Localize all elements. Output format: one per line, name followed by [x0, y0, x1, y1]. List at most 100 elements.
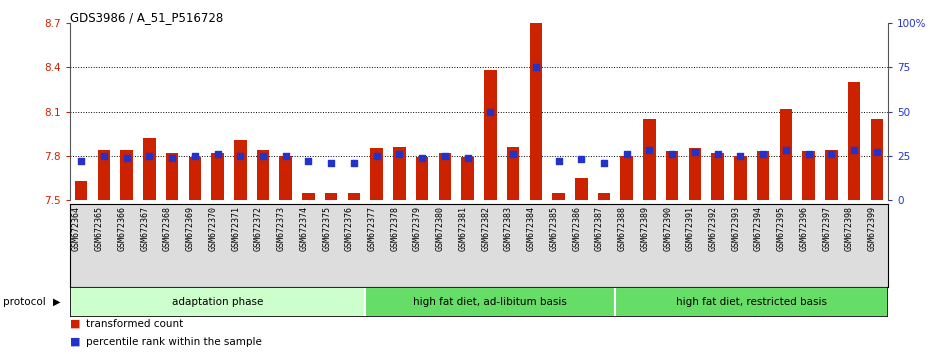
Text: GSM672370: GSM672370 — [208, 206, 218, 251]
Point — [210, 151, 225, 157]
Bar — [529, 23, 542, 200]
Point — [733, 153, 748, 159]
Point — [232, 153, 247, 159]
Bar — [279, 156, 292, 200]
Text: GSM672369: GSM672369 — [186, 206, 194, 251]
Text: GSM672374: GSM672374 — [299, 206, 309, 251]
Text: GSM672394: GSM672394 — [754, 206, 764, 251]
Bar — [734, 156, 747, 200]
Point — [824, 151, 839, 157]
Point — [483, 109, 498, 114]
Bar — [711, 153, 724, 200]
Bar — [98, 150, 110, 200]
Text: GSM672389: GSM672389 — [641, 206, 649, 251]
Point — [687, 149, 702, 155]
Text: GSM672382: GSM672382 — [482, 206, 490, 251]
Bar — [211, 153, 224, 200]
Bar — [484, 70, 497, 200]
Point — [187, 153, 202, 159]
Text: GSM672383: GSM672383 — [504, 206, 513, 251]
Text: GSM672399: GSM672399 — [868, 206, 877, 251]
Text: percentile rank within the sample: percentile rank within the sample — [86, 337, 261, 347]
Text: GSM672375: GSM672375 — [322, 206, 331, 251]
Bar — [74, 181, 87, 200]
Text: ■: ■ — [70, 337, 80, 347]
Text: GSM672388: GSM672388 — [618, 206, 627, 251]
Point — [846, 148, 861, 153]
Bar — [507, 147, 519, 200]
Point — [619, 151, 634, 157]
Text: GSM672381: GSM672381 — [458, 206, 468, 251]
Point — [97, 153, 112, 159]
Text: GSM672398: GSM672398 — [845, 206, 854, 251]
Text: GSM672378: GSM672378 — [391, 206, 399, 251]
Bar — [598, 193, 610, 200]
Text: GSM672379: GSM672379 — [413, 206, 422, 251]
Point — [119, 155, 134, 160]
Point — [870, 149, 884, 155]
Text: GSM672376: GSM672376 — [345, 206, 354, 251]
Bar — [644, 119, 656, 200]
Text: GSM672393: GSM672393 — [731, 206, 740, 251]
Text: GDS3986 / A_51_P516728: GDS3986 / A_51_P516728 — [70, 11, 223, 24]
Bar — [575, 178, 588, 200]
Text: GSM672387: GSM672387 — [595, 206, 604, 251]
Text: GSM672368: GSM672368 — [163, 206, 172, 251]
Text: ■: ■ — [70, 319, 80, 329]
Point — [278, 153, 293, 159]
Bar — [416, 157, 429, 200]
Point — [460, 155, 475, 160]
Point — [551, 158, 566, 164]
Text: GSM672390: GSM672390 — [663, 206, 672, 251]
Text: GSM672395: GSM672395 — [777, 206, 786, 251]
Bar — [848, 82, 860, 200]
Point — [324, 160, 339, 166]
Bar — [757, 151, 769, 200]
Bar — [257, 150, 269, 200]
Bar — [365, 287, 616, 317]
Text: high fat diet, ad-libitum basis: high fat diet, ad-libitum basis — [413, 297, 567, 307]
Bar — [616, 287, 888, 317]
Point — [642, 148, 657, 153]
Text: GSM672385: GSM672385 — [550, 206, 559, 251]
Bar — [189, 157, 201, 200]
Point — [301, 158, 316, 164]
Bar — [393, 147, 405, 200]
Bar — [302, 193, 314, 200]
Text: GSM672391: GSM672391 — [686, 206, 695, 251]
Bar — [348, 193, 360, 200]
Point — [165, 155, 179, 160]
Point — [142, 153, 157, 159]
Text: GSM672364: GSM672364 — [73, 206, 81, 251]
Text: GSM672377: GSM672377 — [367, 206, 377, 251]
Text: GSM672366: GSM672366 — [117, 206, 126, 251]
Bar — [620, 156, 633, 200]
Text: GSM672380: GSM672380 — [436, 206, 445, 251]
Point — [596, 160, 611, 166]
Bar — [120, 150, 133, 200]
Bar — [234, 139, 246, 200]
Bar — [870, 119, 883, 200]
Text: GSM672384: GSM672384 — [526, 206, 536, 251]
Point — [711, 151, 725, 157]
Point — [778, 148, 793, 153]
Point — [756, 151, 771, 157]
Point — [437, 153, 452, 159]
Text: GSM672367: GSM672367 — [140, 206, 150, 251]
Bar — [803, 151, 815, 200]
Point — [392, 151, 406, 157]
Text: GSM672371: GSM672371 — [232, 206, 240, 251]
Text: adaptation phase: adaptation phase — [172, 297, 263, 307]
Text: high fat diet, restricted basis: high fat diet, restricted basis — [676, 297, 828, 307]
Point — [665, 151, 680, 157]
Point — [347, 160, 362, 166]
Bar — [325, 193, 338, 200]
Bar — [143, 138, 155, 200]
Text: GSM672365: GSM672365 — [95, 206, 104, 251]
Point — [528, 64, 543, 70]
Bar — [166, 153, 179, 200]
Text: GSM672396: GSM672396 — [800, 206, 808, 251]
Point — [369, 153, 384, 159]
Point — [801, 151, 816, 157]
Point — [574, 156, 589, 162]
